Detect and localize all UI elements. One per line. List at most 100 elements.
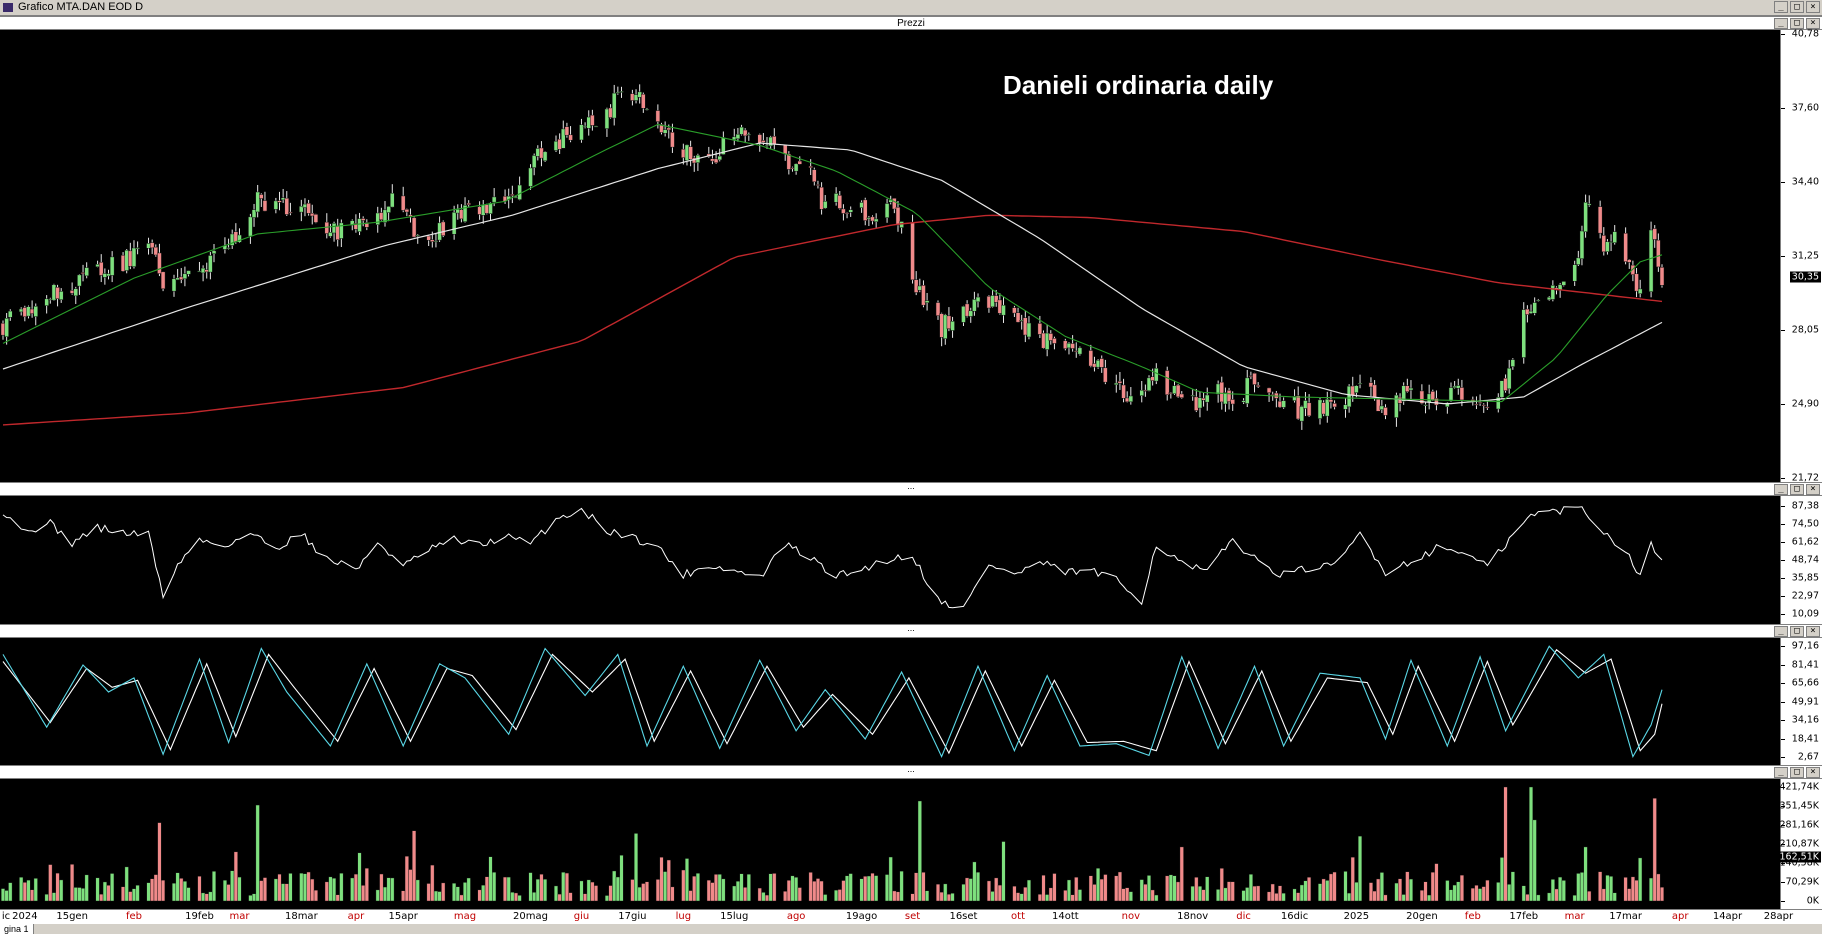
- volume-bar: [892, 890, 897, 902]
- volume-bar: [135, 885, 140, 902]
- oscillator-pane[interactable]: [0, 496, 1780, 624]
- volume-bar: [131, 888, 136, 902]
- time-axis-label: mar: [1564, 911, 1585, 922]
- axis-tick-label: 65,66: [1791, 677, 1819, 689]
- panel-close-button[interactable]: ×: [1806, 484, 1820, 495]
- volume-bar: [481, 884, 486, 902]
- candle-body: [924, 300, 930, 304]
- axis-tick: [1781, 863, 1785, 864]
- panel-grip[interactable]: ...: [907, 623, 915, 633]
- volume-bar: [379, 873, 384, 902]
- candle-body: [1230, 399, 1235, 405]
- sheet-tab[interactable]: gina 1: [0, 924, 34, 934]
- time-axis[interactable]: ic 2024 15gen feb 19feb mar 18mar apr 15apr mag 20…: [0, 909, 1822, 924]
- volume-bar: [1154, 894, 1159, 902]
- panel-minimize-button[interactable]: _: [1774, 484, 1788, 495]
- volume-bar: [1001, 841, 1006, 902]
- volume-bar: [95, 877, 100, 902]
- volume-bar: [59, 879, 64, 902]
- volume-bar: [921, 872, 926, 902]
- volume-bar: [1318, 883, 1323, 902]
- volume-bar: [1343, 871, 1348, 902]
- panel-maximize-button[interactable]: □: [1790, 626, 1804, 637]
- panel-maximize-button[interactable]: □: [1790, 484, 1804, 495]
- panel-close-button[interactable]: ×: [1806, 767, 1820, 778]
- stochastic-y-axis[interactable]: 97,16 81,41 65,66 49,91 34,16 18,41 2,67: [1780, 638, 1822, 765]
- price-y-axis[interactable]: 40,78 37,60 34,40 31,25 28,05 24,90 21,72 30,35: [1780, 29, 1822, 484]
- candle-body: [411, 217, 417, 238]
- candle-body: [1226, 390, 1232, 402]
- panel-close-button[interactable]: ×: [1806, 18, 1820, 29]
- panel-close-button[interactable]: ×: [1806, 626, 1820, 637]
- volume-bar: [477, 889, 482, 902]
- time-axis-label: 20gen: [1406, 911, 1438, 922]
- volume-bar: [255, 804, 260, 902]
- volume-bar: [1248, 874, 1253, 902]
- volume-bar: [128, 891, 133, 902]
- axis-tick: [1781, 404, 1785, 405]
- candle-body: [593, 125, 599, 128]
- minimize-button[interactable]: _: [1774, 1, 1788, 13]
- volume-y-axis[interactable]: 421,74K 351,45K 281,16K 210,87K 140,58K 70,29…: [1777, 779, 1822, 909]
- maximize-button[interactable]: □: [1790, 1, 1804, 13]
- volume-bar: [721, 878, 726, 902]
- volume-bar: [604, 895, 609, 902]
- volume-bar: [277, 873, 282, 902]
- volume-bar: [732, 885, 737, 902]
- panel-minimize-button[interactable]: _: [1774, 18, 1788, 29]
- volume-bar: [1201, 889, 1206, 902]
- volume-bar: [30, 889, 35, 902]
- volume-bar: [746, 874, 751, 902]
- volume-bar: [863, 876, 868, 902]
- volume-bar: [1510, 871, 1515, 902]
- volume-bar: [557, 893, 562, 902]
- panel-maximize-button[interactable]: □: [1790, 767, 1804, 778]
- volume-bar: [794, 877, 799, 902]
- price-chart-pane[interactable]: [0, 30, 1780, 482]
- candle-body: [491, 196, 497, 203]
- time-axis-label: giu: [573, 911, 590, 922]
- volume-bar: [1147, 875, 1152, 902]
- candle-body: [655, 110, 661, 122]
- candle-body: [1354, 385, 1359, 393]
- candle-body: [1052, 338, 1057, 344]
- candle-body: [1179, 393, 1185, 398]
- oscillator-y-axis[interactable]: 87,38 74,50 61,62 48,74 35,85 22,97 10,09: [1780, 496, 1822, 624]
- volume-bar: [1197, 886, 1202, 902]
- volume-bar: [1299, 884, 1304, 902]
- panel-minimize-button[interactable]: _: [1774, 626, 1788, 637]
- candle-body: [841, 208, 846, 214]
- axis-tick: [1781, 506, 1785, 507]
- volume-bar: [1612, 892, 1617, 902]
- volume-bar: [1074, 877, 1079, 902]
- panel-maximize-button[interactable]: □: [1790, 18, 1804, 29]
- volume-bar: [1347, 892, 1352, 902]
- volume-bar: [1376, 878, 1381, 902]
- volume-bar: [484, 876, 489, 902]
- volume-bar: [637, 886, 642, 902]
- candle-body: [1532, 302, 1537, 314]
- axis-tick: [1781, 757, 1785, 758]
- volume-bar: [1179, 846, 1184, 902]
- volume-pane[interactable]: [0, 779, 1780, 909]
- candle-body: [713, 158, 719, 163]
- volume-bar: [950, 893, 955, 902]
- candle-body: [1506, 367, 1512, 390]
- window-title-bar: Grafico MTA.DAN EOD D _ □ ×: [0, 0, 1822, 16]
- volume-bar: [1270, 883, 1275, 902]
- axis-tick: [1781, 683, 1785, 684]
- volume-bar: [644, 881, 649, 902]
- volume-bar: [22, 882, 27, 902]
- panel-minimize-button[interactable]: _: [1774, 767, 1788, 778]
- volume-bar: [783, 891, 788, 902]
- stochastic-pane[interactable]: [0, 638, 1780, 765]
- panel-grip[interactable]: ...: [907, 764, 915, 774]
- candle-body: [1328, 399, 1334, 403]
- candle-body: [590, 114, 595, 126]
- candle-body: [746, 133, 752, 136]
- axis-tick: [1781, 478, 1785, 479]
- panel-grip[interactable]: ...: [907, 481, 915, 491]
- close-button[interactable]: ×: [1806, 1, 1820, 13]
- volume-bar: [823, 894, 828, 902]
- time-axis-label: 17mar: [1609, 911, 1642, 922]
